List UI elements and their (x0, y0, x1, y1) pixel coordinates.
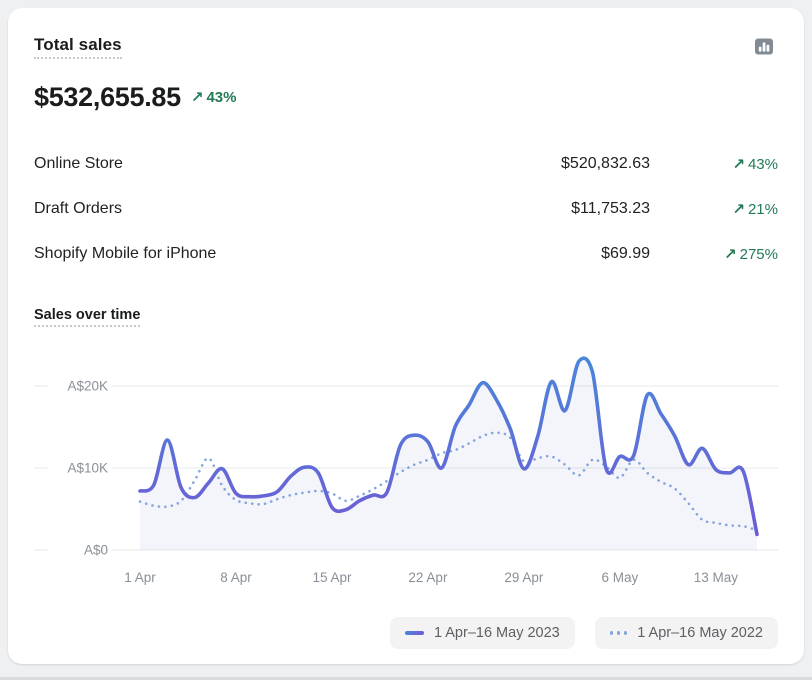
chart-title-text: Sales over time (34, 307, 141, 327)
channel-label: Shopify Mobile for iPhone (34, 244, 217, 262)
svg-text:A$10K: A$10K (67, 461, 108, 476)
channel-trend: ↗ 21% (650, 200, 778, 218)
channel-value: $520,832.63 (561, 154, 650, 172)
channel-trend: ↗ 43% (650, 155, 778, 173)
svg-text:13 May: 13 May (694, 570, 739, 585)
svg-text:22 Apr: 22 Apr (408, 570, 448, 585)
chart-legend: 1 Apr–16 May 2023 1 Apr–16 May 2022 (34, 617, 778, 649)
solid-line-swatch (404, 631, 424, 635)
breakdown-row-draft-orders[interactable]: Draft Orders $11,753.23 ↗ 21% (34, 186, 778, 231)
svg-text:15 Apr: 15 Apr (312, 570, 352, 585)
svg-text:29 Apr: 29 Apr (504, 570, 544, 585)
legend-2023-label: 1 Apr–16 May 2023 (433, 625, 560, 641)
breakdown-row-online-store[interactable]: Online Store $520,832.63 ↗ 43% (34, 141, 778, 186)
channel-label: Draft Orders (34, 199, 123, 217)
breakdown-row-shopify-mobile[interactable]: Shopify Mobile for iPhone $69.99 ↗ 275% (34, 231, 778, 276)
card-header: Total sales (34, 33, 778, 63)
channel-label: Online Store (34, 154, 123, 172)
total-sales-trend: ↗ 43% (190, 88, 237, 107)
channel-trend: ↗ 275% (650, 245, 778, 263)
legend-item-2023[interactable]: 1 Apr–16 May 2023 (389, 617, 575, 649)
svg-text:A$20K: A$20K (67, 379, 108, 394)
channel-value: $11,753.23 (571, 199, 650, 217)
card-title[interactable]: Total sales (34, 33, 122, 59)
arrow-up-right-icon: ↗ (190, 89, 204, 106)
svg-text:1 Apr: 1 Apr (124, 570, 156, 585)
arrow-up-right-icon: ↗ (732, 200, 745, 218)
arrow-up-right-icon: ↗ (732, 155, 745, 173)
legend-2022-label: 1 Apr–16 May 2022 (637, 625, 763, 641)
svg-text:6 May: 6 May (602, 570, 639, 585)
view-report-button[interactable] (752, 35, 776, 58)
sales-over-time-chart[interactable]: A$0 A$10K A$20K 1 Apr 8 Apr 15 Apr 22 Apr 29 Ap… (34, 351, 778, 591)
total-sales-trend-percent: 43% (206, 88, 237, 106)
total-sales-card: Total sales $532,655.85 ↗ 43% Online Stor… (8, 8, 804, 664)
chart-title[interactable]: Sales over time (34, 305, 778, 327)
card-title-text: Total sales (34, 35, 122, 59)
channel-trend-percent: 275% (739, 245, 778, 263)
legend-item-2022[interactable]: 1 Apr–16 May 2022 (594, 617, 778, 649)
svg-text:8 Apr: 8 Apr (220, 570, 252, 585)
channel-value: $69.99 (601, 244, 650, 262)
total-sales-value: $532,655.85 (34, 81, 181, 112)
channel-trend-percent: 21% (747, 200, 778, 218)
svg-text:A$0: A$0 (84, 543, 108, 558)
total-sales-metric: $532,655.85 ↗ 43% (34, 80, 778, 114)
channel-trend-percent: 43% (747, 155, 778, 173)
dotted-line-swatch (609, 631, 628, 635)
bar-chart-icon (755, 38, 773, 55)
arrow-up-right-icon: ↗ (724, 245, 737, 263)
sales-breakdown-list: Online Store $520,832.63 ↗ 43% Draft Orde… (34, 141, 778, 276)
page-divider (0, 677, 812, 680)
